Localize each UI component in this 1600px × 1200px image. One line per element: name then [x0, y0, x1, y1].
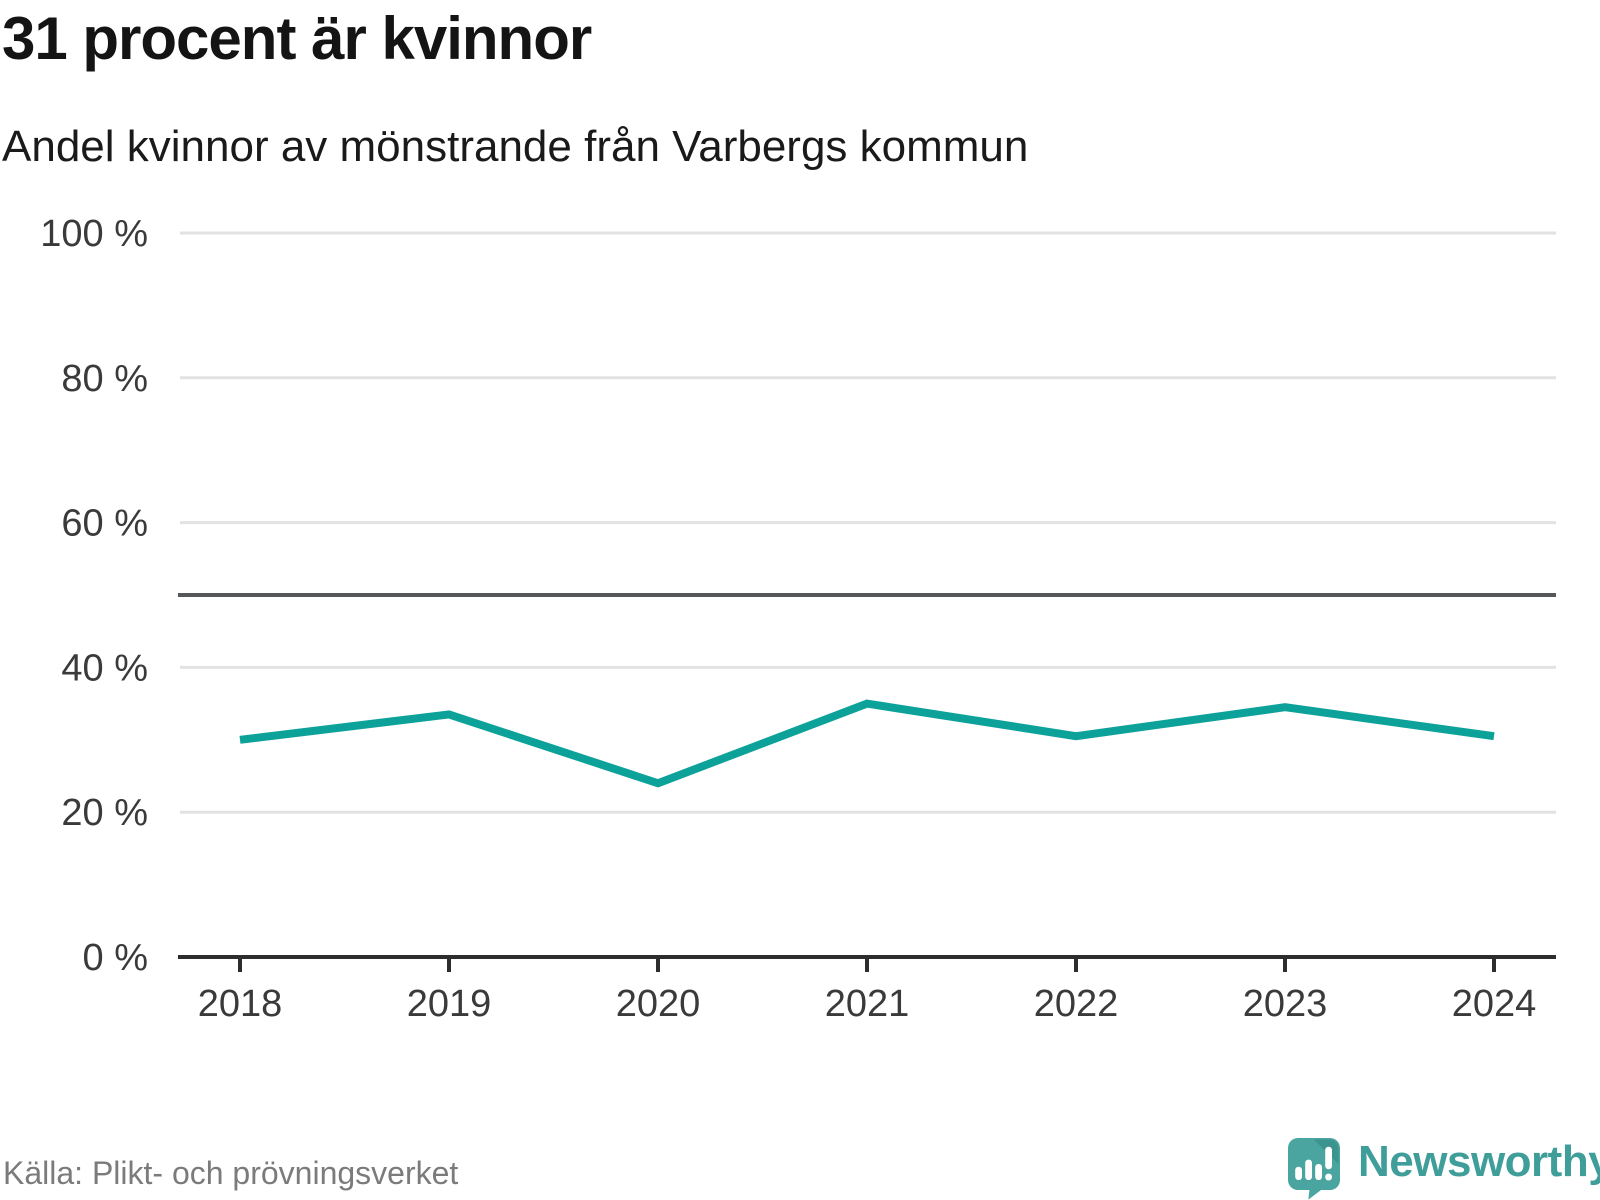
newsworthy-logo-icon [1288, 1138, 1340, 1200]
logo-exclamation-dot [1325, 1173, 1332, 1181]
source-caption: Källa: Plikt- och prövningsverket [3, 1155, 459, 1191]
y-axis-label-80: 80 % [61, 358, 148, 400]
y-axis-label-100: 100 % [40, 213, 148, 255]
y-axis-label-60: 60 % [61, 503, 148, 545]
logo-bar-2 [1305, 1159, 1312, 1180]
chart-subtitle: Andel kvinnor av mönstrande från Varberg… [2, 122, 1029, 171]
x-axis-label-2023: 2023 [1243, 983, 1328, 1025]
x-axis-label-2020: 2020 [616, 983, 701, 1025]
x-axis-label-2018: 2018 [198, 983, 283, 1025]
y-axis-label-0: 0 % [83, 937, 148, 979]
data-line-andel-kvinnor-av-mönstrande [239, 699, 1495, 788]
page-title: 31 procent är kvinnor [2, 5, 592, 72]
logo-exclamation-bar [1325, 1146, 1332, 1170]
x-axis-label-2022: 2022 [1034, 983, 1119, 1025]
x-axis-label-2021: 2021 [825, 983, 910, 1025]
y-axis-label-20: 20 % [61, 792, 148, 834]
x-axis-label-2019: 2019 [407, 983, 492, 1025]
x-axis-label-2024: 2024 [1452, 983, 1537, 1025]
y-axis-label-40: 40 % [61, 647, 148, 689]
logo-bar-3 [1315, 1164, 1322, 1180]
newsworthy-wordmark: Newsworthy [1358, 1137, 1600, 1186]
logo-bar-1 [1295, 1166, 1302, 1180]
